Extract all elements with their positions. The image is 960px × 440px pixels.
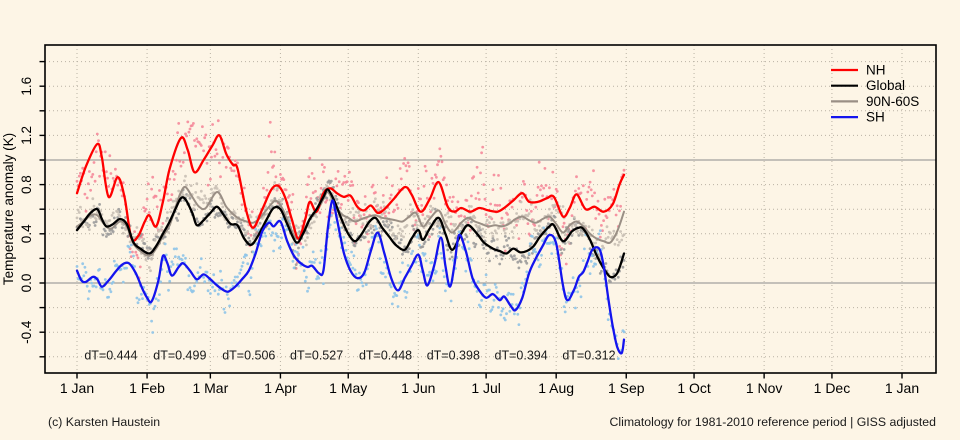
dt-annotation: dT=0.394 [495,349,548,363]
x-axis: 1 Jan 1 Feb 1 Mar 1 Apr 1 May 1 Jun 1 Jul 1 Aug… [60,373,919,396]
smoothed-curves [75,134,626,355]
x-tick-label: 1 Feb [129,380,165,396]
dt-annotation: dT=0.527 [290,349,343,363]
legend-entry-90n-60s: 90N-60S [831,94,919,109]
x-tick-label: 1 Mar [192,380,228,396]
x-tick-label: 1 Oct [677,380,711,396]
x-tick-label: 1 Sep [608,380,645,396]
y-tick-label: 1.6 [19,77,34,96]
y-tick-label: 1.2 [19,126,34,145]
dt-annotation: dT=0.312 [562,349,615,363]
series-line-nh [75,134,626,242]
gridlines [45,45,936,373]
legend-label: 90N-60S [866,94,919,109]
x-tick-label: 1 Jan [60,380,94,396]
legend-entry-nh: NH [831,63,886,78]
x-tick-label: 1 Jan [885,380,919,396]
series-line-global [75,188,626,279]
x-tick-label: 1 Dec [814,380,851,396]
y-tick-label: 0.4 [19,224,34,243]
x-tick-label: 1 Nov [746,380,783,396]
dt-annotation: dT=0.506 [222,349,275,363]
x-tick-label: 1 Apr [264,380,297,396]
x-tick-label: 1 May [329,380,367,396]
legend-entry-global: Global [831,78,905,93]
scatter-sh [75,198,626,360]
x-tick-label: 1 Aug [538,380,574,396]
legend-entry-sh: SH [831,110,885,125]
dt-annotations: dT=0.444 dT=0.499 dT=0.506 dT=0.527 dT=0.448… [84,349,615,363]
y-tick-label: 0.8 [19,175,34,194]
dt-annotation: dT=0.448 [359,349,412,363]
credit-text: (c) Karsten Haustein [48,415,161,429]
dt-annotation: dT=0.398 [427,349,480,363]
series-line-90n-60s [76,185,625,257]
climatology-note: Climatology for 1981-2010 reference peri… [609,415,936,429]
legend-label: NH [866,63,886,78]
legend-label: SH [866,110,885,125]
dt-annotation: dT=0.499 [153,349,206,363]
legend-label: Global [866,78,905,93]
x-tick-label: 1 Jun [401,380,435,396]
dt-annotation: dT=0.444 [84,349,137,363]
y-tick-label: -0.4 [19,320,34,344]
y-axis: -0.4 0.0 0.4 0.8 1.2 1.6 Temperature anomaly (… [1,60,45,358]
series-line-sh [75,199,626,355]
x-tick-label: 1 Jul [471,380,501,396]
y-axis-title: Temperature anomaly (K) [1,133,16,285]
y-tick-label: 0.0 [19,274,34,293]
